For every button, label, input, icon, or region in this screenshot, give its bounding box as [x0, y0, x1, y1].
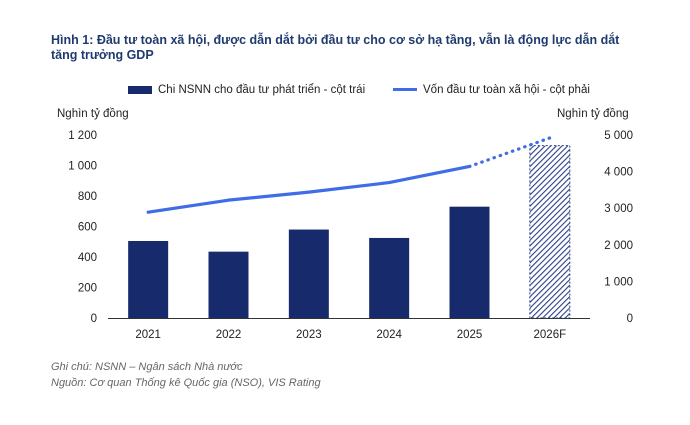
- line-series-forecast: [467, 136, 552, 169]
- x-axis-tick-label: 2021: [135, 329, 161, 341]
- bar: [208, 251, 249, 318]
- bar: [128, 240, 169, 318]
- bar: [288, 229, 329, 318]
- left-axis-tick-label: 1 000: [68, 161, 97, 173]
- right-axis-tick-label: 0: [627, 313, 633, 325]
- right-axis-tick-label: 5 000: [604, 130, 633, 142]
- right-axis-tick-label: 4 000: [604, 167, 633, 179]
- right-axis-unit: Nghìn tỷ đồng: [557, 108, 629, 120]
- legend-line-label: Vốn đầu tư toàn xã hội - cột phải: [423, 84, 590, 96]
- forecast-bar: [529, 145, 571, 319]
- x-axis-tick-label: 2023: [296, 329, 322, 341]
- legend-bar-swatch: [128, 85, 152, 94]
- left-axis-unit: Nghìn tỷ đồng: [57, 108, 129, 120]
- chart-source: Nguồn: Cơ quan Thống kê Quốc gia (NSO), …: [51, 377, 321, 389]
- chart-title-line2: tăng trưởng GDP: [51, 48, 154, 62]
- x-axis-tick-label: 2025: [457, 329, 483, 341]
- left-axis-tick-label: 200: [78, 283, 97, 295]
- legend-bar-label: Chi NSNN cho đầu tư phát triển - cột trá…: [158, 84, 366, 96]
- legend-line-swatch: [393, 88, 417, 92]
- right-axis-tick-label: 2 000: [604, 240, 633, 252]
- bar: [449, 206, 490, 318]
- legend-item-line: Vốn đầu tư toàn xã hội - cột phải: [393, 84, 590, 96]
- left-axis-tick-label: 400: [78, 252, 97, 264]
- x-axis-tick-label: 2024: [376, 329, 402, 341]
- x-axis-tick-label: 2022: [216, 329, 242, 341]
- x-axis-tick-label: 2026F: [534, 329, 567, 341]
- left-axis-tick-label: 0: [91, 313, 97, 325]
- right-axis-tick-label: 1 000: [604, 276, 633, 288]
- left-axis-tick-label: 1 200: [68, 130, 97, 142]
- chart-title: Hình 1: Đầu tư toàn xã hội, được dẫn dắt…: [51, 33, 651, 63]
- right-axis-tick-label: 3 000: [604, 203, 633, 215]
- chart-title-line1: Hình 1: Đầu tư toàn xã hội, được dẫn dắt…: [51, 33, 620, 47]
- legend-item-bar: Chi NSNN cho đầu tư phát triển - cột trá…: [128, 84, 365, 96]
- left-axis-tick-label: 600: [78, 222, 97, 234]
- chart-note: Ghi chú: NSNN – Ngân sách Nhà nước: [51, 361, 243, 373]
- bar: [369, 237, 410, 318]
- line-series: [146, 164, 472, 214]
- left-axis-tick-label: 800: [78, 191, 97, 203]
